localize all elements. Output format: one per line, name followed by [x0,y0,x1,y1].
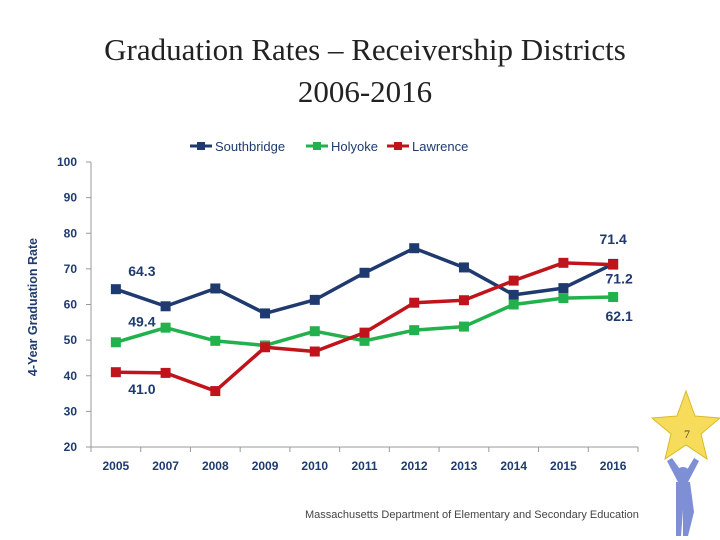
southbridge-point [110,284,121,295]
data-annotations: 64.3 49.4 41.0 71.4 71.2 62.1 [128,231,633,397]
southbridge-point [160,301,171,312]
data-label-holyoke: 62.1 [606,308,633,324]
holyoke-point [160,322,171,333]
data-label-lawrence: 41.0 [128,381,155,397]
lawrence-line [115,261,614,393]
data-label-southbridge: 71.4 [600,231,627,247]
holyoke-point [458,321,469,332]
southbridge-point [359,267,370,278]
holyoke-point [608,292,619,303]
x-tick-label: 2005 [103,459,130,473]
y-tick-label: 20 [64,440,78,454]
lawrence-point [359,327,370,338]
southbridge-point [508,289,519,300]
legend-label-southbridge: Southbridge [215,139,285,154]
lawrence-point [608,259,619,270]
holyoke-point [558,293,569,304]
holyoke-point [409,325,420,336]
x-tick-label: 2012 [401,459,428,473]
slide-number: 7 [684,427,690,441]
legend-marker-lawrence [394,142,402,150]
y-axis-label: 4-Year Graduation Rate [26,238,40,376]
lawrence-point [110,367,121,378]
legend-marker-holyoke [313,142,321,150]
y-tick-label: 60 [64,298,78,312]
lawrence-point [160,367,171,378]
y-tick-label: 30 [64,404,78,418]
footer-text: Massachusetts Department of Elementary a… [305,509,639,521]
y-tick-label: 90 [64,191,78,205]
x-tick-label: 2013 [451,459,478,473]
holyoke-point [508,299,519,310]
holyoke-point [309,326,320,337]
holyoke-point [210,335,221,346]
x-tick-label: 2011 [351,459,377,473]
slide-title-line2: 2006-2016 [297,74,433,109]
lawrence-point [210,386,221,397]
star-mascot-icon [650,389,720,536]
data-label-lawrence: 71.2 [606,271,633,287]
x-tick-label: 2009 [252,459,279,473]
x-tick-labels: 2005 2007 2008 2009 2010 2011 2012 2013 2014 2015… [103,459,627,473]
data-label-southbridge: 64.3 [128,263,155,279]
chart-series [110,243,619,397]
y-tick-label: 40 [64,369,78,383]
southbridge-point [260,308,271,319]
chart-axes [86,161,639,452]
chart-legend: Southbridge Holyoke Lawrence [190,139,468,154]
lawrence-point [558,257,569,268]
holyoke-point [359,335,370,346]
lawrence-point [260,342,271,353]
southbridge-line [115,246,614,316]
y-tick-label: 50 [64,333,78,347]
southbridge-point [558,283,569,294]
x-tick-label: 2015 [550,459,577,473]
x-tick-label: 2010 [301,459,328,473]
x-tick-label: 2008 [202,459,229,473]
legend-label-holyoke: Holyoke [331,139,378,154]
data-label-holyoke: 49.4 [128,313,155,329]
holyoke-point [110,337,121,348]
legend-marker-southbridge [197,142,205,150]
legend-label-lawrence: Lawrence [412,139,468,154]
lawrence-point [508,275,519,286]
slide-title-line1: Graduation Rates – Receivership District… [104,32,626,67]
x-tick-label: 2016 [600,459,627,473]
x-tick-label: 2007 [152,459,179,473]
southbridge-point [210,283,221,294]
y-tick-labels: 20 30 40 50 60 70 80 90 100 [57,155,77,454]
lawrence-point [458,295,469,306]
y-tick-label: 70 [64,262,78,276]
y-tick-label: 100 [57,155,77,169]
y-tick-label: 80 [64,226,78,240]
southbridge-point [458,262,469,273]
southbridge-point [309,294,320,305]
lawrence-point [409,297,420,308]
x-tick-label: 2014 [500,459,527,473]
southbridge-point [409,243,420,254]
lawrence-point [309,346,320,357]
